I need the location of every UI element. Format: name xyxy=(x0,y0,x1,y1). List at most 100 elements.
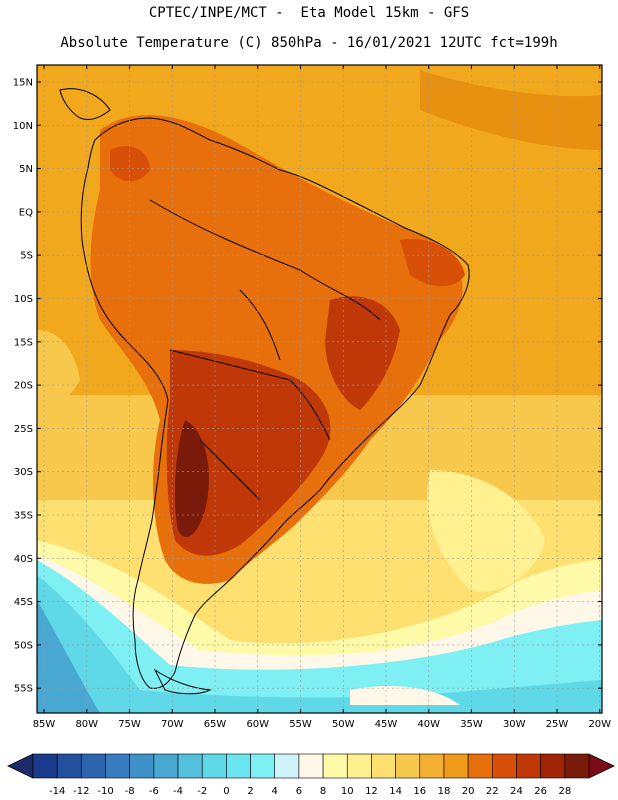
colorbar-under-arrow xyxy=(7,753,34,779)
chart-title-line1: CPTEC/INPE/MCT - Eta Model 15km - GFS xyxy=(148,5,470,21)
lat-label: 30S xyxy=(14,467,33,478)
colorbar-label: 22 xyxy=(486,786,499,797)
colorbar-swatch xyxy=(564,753,590,779)
colorbar-swatch xyxy=(467,753,493,779)
colorbar-swatch xyxy=(153,753,179,779)
field-brazil-hot xyxy=(325,296,400,410)
field-north-patch xyxy=(420,70,602,150)
lon-label: 80W xyxy=(75,719,98,730)
colorbar-swatch xyxy=(322,753,348,779)
lat-label: 55S xyxy=(14,684,33,695)
colorbar-label: 4 xyxy=(272,786,278,797)
field-cold-band xyxy=(37,560,602,713)
colorbar-label: -14 xyxy=(49,786,65,797)
border-line xyxy=(169,349,331,441)
border-line xyxy=(149,199,381,321)
colorbar-label: -6 xyxy=(149,786,159,797)
colorbar-label: 28 xyxy=(558,786,571,797)
colorbar-label: 24 xyxy=(510,786,523,797)
colorbar-label: -8 xyxy=(125,786,135,797)
border-line xyxy=(199,439,261,501)
lon-label: 65W xyxy=(204,719,227,730)
field-atlantic-patch xyxy=(427,470,545,592)
lon-label: 50W xyxy=(332,719,355,730)
lon-label: 75W xyxy=(118,719,141,730)
lat-label: 35S xyxy=(14,511,33,522)
colorbar-swatch xyxy=(105,753,130,779)
colorbar-swatch xyxy=(395,753,421,779)
colorbar-label: 14 xyxy=(389,786,402,797)
field-ne-warm xyxy=(400,239,465,287)
colorbar-label: 18 xyxy=(438,786,451,797)
colorbar-label: 0 xyxy=(223,786,229,797)
colorbar-swatch xyxy=(56,753,82,779)
map-frame xyxy=(36,64,603,714)
lon-label: 55W xyxy=(289,719,312,730)
colorbar-label: 8 xyxy=(320,786,326,797)
field-pacific-patch xyxy=(37,330,80,410)
graticule xyxy=(37,65,602,713)
field-andes-north xyxy=(110,146,150,182)
lat-label: 40S xyxy=(14,554,33,565)
colorbar-label: 16 xyxy=(413,786,426,797)
field-colder-band xyxy=(37,575,602,713)
border-line xyxy=(239,289,281,361)
lat-label: 50S xyxy=(14,640,33,651)
colorbar-swatch xyxy=(371,753,396,779)
field-south-patch xyxy=(350,685,460,705)
lat-label: 20S xyxy=(14,381,33,392)
lon-label: 20W xyxy=(588,719,611,730)
colorbar-label: -10 xyxy=(97,786,113,797)
tierra-del-fuego-outline xyxy=(153,668,212,695)
lat-label: 15S xyxy=(14,337,33,348)
colorbar-swatch xyxy=(540,753,566,779)
lat-label: 10N xyxy=(13,121,33,132)
colorbar-swatch xyxy=(177,753,203,779)
colorbar-swatch xyxy=(129,753,155,779)
colorbar-over-arrow xyxy=(588,753,615,779)
lon-label: 45W xyxy=(375,719,398,730)
colorbar-swatch xyxy=(492,753,517,779)
lon-label: 60W xyxy=(246,719,269,730)
field-coldest-band xyxy=(37,600,100,713)
colorbar-label: 6 xyxy=(296,786,302,797)
lat-label: 5S xyxy=(20,251,33,262)
colorbar-swatch xyxy=(298,753,324,779)
colorbar-swatch xyxy=(32,753,58,779)
field-land-hot xyxy=(166,350,331,556)
lon-label: 85W xyxy=(33,719,56,730)
colorbar-label: 12 xyxy=(365,786,378,797)
lat-label: 15N xyxy=(13,78,33,89)
colorbar-label: 2 xyxy=(247,786,253,797)
colorbar-label: 20 xyxy=(462,786,475,797)
lat-label: EQ xyxy=(19,207,33,218)
colorbar-swatch xyxy=(250,753,276,779)
lat-label: 45S xyxy=(14,597,33,608)
colorbar-swatch xyxy=(346,753,372,779)
lon-label: 35W xyxy=(460,719,483,730)
lat-label: 10S xyxy=(14,294,33,305)
colorbar-swatch xyxy=(201,753,227,779)
coastline xyxy=(59,88,470,695)
temperature-field xyxy=(37,65,602,713)
lon-label: 70W xyxy=(161,719,184,730)
colorbar-label: -4 xyxy=(173,786,183,797)
colorbar-label: 10 xyxy=(341,786,354,797)
lon-label: 25W xyxy=(546,719,569,730)
central-america-outline xyxy=(59,88,111,121)
colorbar-swatch xyxy=(516,753,541,779)
chart-title-line2: Absolute Temperature (C) 850hPa - 16/01/… xyxy=(60,35,558,51)
colorbar-swatch xyxy=(81,753,106,779)
colorbar xyxy=(7,753,615,779)
colorbar-swatch xyxy=(419,753,445,779)
colorbar-label: -12 xyxy=(73,786,89,797)
colorbar-swatch xyxy=(274,753,300,779)
south-america-outline xyxy=(80,117,470,689)
lon-label: 30W xyxy=(503,719,526,730)
colorbar-swatch xyxy=(226,753,251,779)
colorbar-swatch xyxy=(443,753,469,779)
colorbar-label: -2 xyxy=(197,786,207,797)
colorbar-label: 26 xyxy=(534,786,547,797)
field-land-hottest xyxy=(174,420,209,538)
